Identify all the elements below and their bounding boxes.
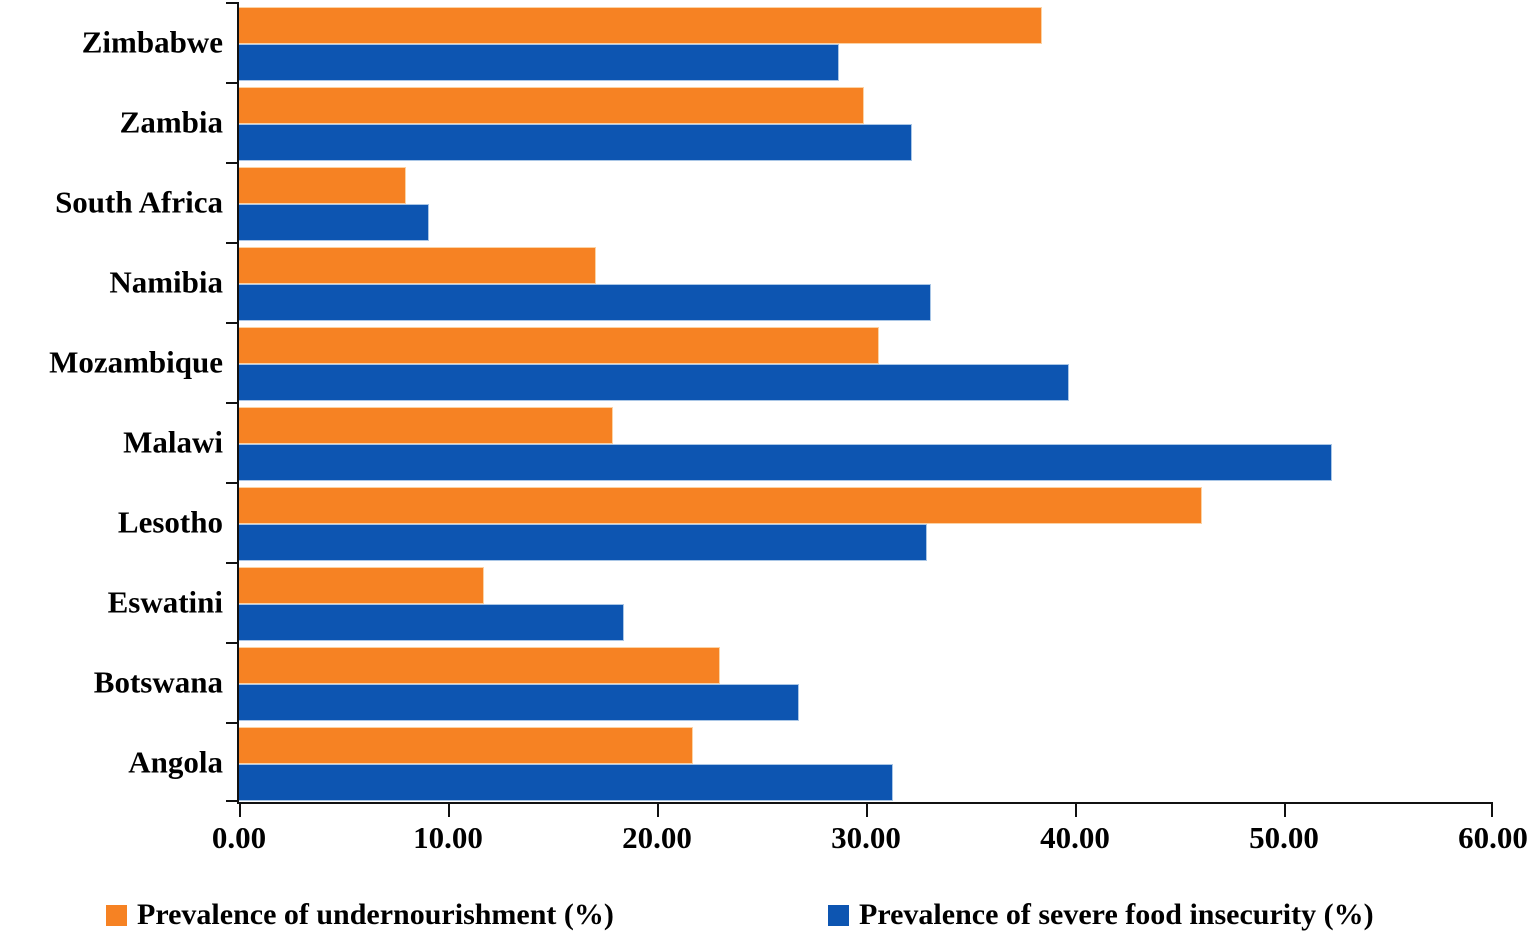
y-axis-tick [226, 482, 239, 484]
y-axis-tick [226, 162, 239, 164]
category-label: Lesotho [117, 504, 223, 540]
y-axis-tick [226, 562, 239, 564]
category-row: Botswana [94, 642, 1493, 722]
x-axis-tick [1284, 804, 1286, 817]
category-label: Botswana [93, 664, 223, 700]
category-label: Angola [128, 744, 223, 780]
x-axis-tick-label: 60.00 [1458, 820, 1528, 855]
legend-item-undernourishment: Prevalence of undernourishment (%) [106, 898, 614, 932]
plot-area: Zimbabwe Zambia South Africa Namibia Mozambi… [49, 2, 1528, 855]
bar-severe-food-insecurity [239, 684, 799, 721]
y-axis-tick [226, 722, 239, 724]
category-label: Zimbabwe [81, 24, 223, 60]
x-axis-tick [657, 804, 659, 817]
y-axis-tick [226, 322, 239, 324]
bar-severe-food-insecurity [239, 44, 839, 81]
bar-undernourishment [239, 407, 613, 444]
x-axis-tick-label: 50.00 [1249, 820, 1319, 855]
category-row: Zambia [120, 82, 1493, 162]
legend-swatch-undernourishment [106, 904, 127, 926]
y-axis-tick [226, 800, 239, 802]
bar-undernourishment [239, 647, 720, 684]
bar-undernourishment [239, 247, 596, 284]
y-axis-tick [226, 82, 239, 84]
category-row: Lesotho [118, 482, 1493, 562]
legend-label-undernourishment: Prevalence of undernourishment (%) [137, 898, 614, 931]
x-axis-tick [239, 804, 241, 817]
legend: Prevalence of undernourishment (%) Preva… [0, 898, 1535, 936]
bar-severe-food-insecurity [239, 284, 931, 321]
x-axis-tick-label: 0.00 [211, 820, 267, 855]
category-row: Angola [128, 722, 1493, 802]
bar-undernourishment [239, 487, 1202, 524]
x-axis-tick [1491, 804, 1493, 817]
bar-undernourishment [239, 7, 1042, 44]
bar-undernourishment [239, 727, 693, 764]
bar-severe-food-insecurity [239, 124, 912, 161]
bar-undernourishment [239, 87, 864, 124]
bar-severe-food-insecurity [239, 444, 1332, 481]
legend-label-severe-food-insecurity: Prevalence of severe food insecurity (%) [859, 898, 1374, 931]
x-axis-tick-label: 40.00 [1040, 820, 1110, 855]
x-axis-tick [1075, 804, 1077, 817]
legend-item-severe-food-insecurity: Prevalence of severe food insecurity (%) [828, 898, 1374, 932]
y-axis-tick [226, 402, 239, 404]
category-label: Namibia [109, 264, 223, 300]
category-label: Zambia [119, 104, 223, 140]
category-label: Mozambique [49, 344, 223, 380]
legend-swatch-severe-food-insecurity [828, 904, 849, 926]
category-row: Namibia [109, 242, 1493, 322]
x-axis-tick [448, 804, 450, 817]
x-axis-tick-label: 30.00 [831, 820, 901, 855]
x-axis-tick-label: 20.00 [622, 820, 692, 855]
bar-severe-food-insecurity [239, 604, 624, 641]
bar-severe-food-insecurity [239, 764, 893, 801]
category-row: Zimbabwe [82, 2, 1493, 82]
category-label: Malawi [123, 424, 223, 460]
category-row: Eswatini [108, 562, 1493, 642]
bar-severe-food-insecurity [239, 364, 1069, 401]
bar-undernourishment [239, 167, 406, 204]
category-label: Eswatini [107, 584, 223, 620]
bar-severe-food-insecurity [239, 524, 927, 561]
y-axis-tick [226, 2, 239, 4]
y-axis-tick [226, 642, 239, 644]
x-axis-tick-label: 10.00 [413, 820, 483, 855]
category-row: Malawi [123, 402, 1493, 482]
y-axis-tick [226, 242, 239, 244]
bar-severe-food-insecurity [239, 204, 429, 241]
category-label: South Africa [55, 184, 223, 220]
bar-undernourishment [239, 327, 879, 364]
category-row: South Africa [55, 162, 1493, 242]
bar-undernourishment [239, 567, 484, 604]
category-row: Mozambique [49, 322, 1493, 402]
x-axis-tick [866, 804, 868, 817]
